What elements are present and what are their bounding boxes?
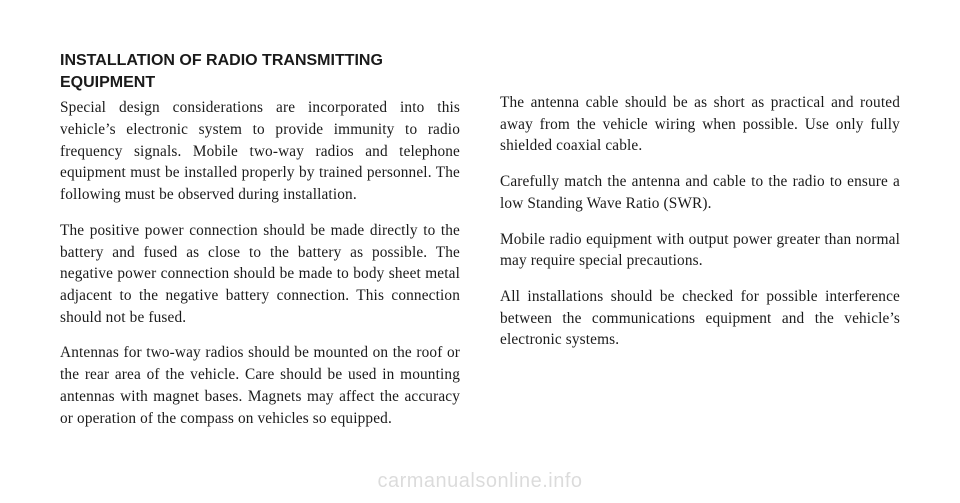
paragraph: Mobile radio equipment with output power… [500,229,900,272]
left-column: INSTALLATION OF RADIO TRANSMITTING EQUIP… [60,50,460,443]
paragraph: Antennas for two-way radios should be mo… [60,342,460,429]
paragraph: The positive power connection should be … [60,220,460,329]
two-column-layout: INSTALLATION OF RADIO TRANSMITTING EQUIP… [60,50,900,443]
paragraph: All installations should be checked for … [500,286,900,351]
paragraph: Special design considerations are incorp… [60,97,460,206]
paragraph: Carefully match the antenna and cable to… [500,171,900,214]
right-column: The antenna cable should be as short as … [500,50,900,443]
document-page: INSTALLATION OF RADIO TRANSMITTING EQUIP… [0,0,960,503]
section-heading: INSTALLATION OF RADIO TRANSMITTING EQUIP… [60,50,460,93]
paragraph: The antenna cable should be as short as … [500,92,900,157]
watermark-text: carmanualsonline.info [0,470,960,493]
